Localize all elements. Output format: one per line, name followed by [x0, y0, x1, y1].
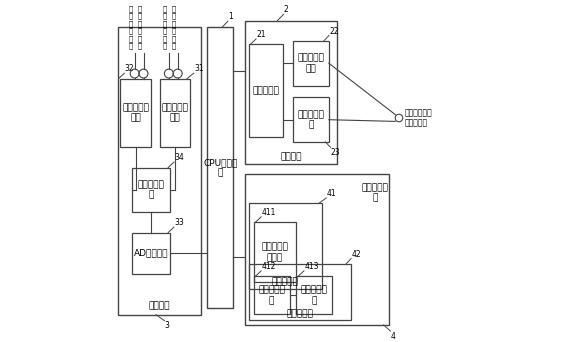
Text: 网: 网: [137, 43, 142, 50]
Text: 两级电子钳
位门钩: 两级电子钳 位门钩: [261, 242, 288, 262]
Text: 器: 器: [128, 20, 133, 27]
Text: 413: 413: [304, 262, 319, 271]
Text: 压: 压: [128, 13, 133, 19]
Text: 42: 42: [351, 250, 361, 259]
Text: 网: 网: [162, 43, 167, 50]
Text: 统控制设备: 统控制设备: [405, 119, 428, 128]
Text: 充: 充: [171, 5, 176, 12]
Text: 23: 23: [331, 148, 341, 157]
Text: 411: 411: [261, 208, 276, 217]
Text: 电: 电: [162, 35, 167, 42]
Text: 33: 33: [174, 218, 184, 227]
Text: 通信模块: 通信模块: [280, 152, 302, 161]
Text: 22: 22: [329, 27, 339, 36]
Text: 光纤通信子
模块: 光纤通信子 模块: [297, 54, 324, 73]
Text: 遥控通信模
块: 遥控通信模 块: [361, 183, 388, 202]
Text: 1: 1: [228, 12, 233, 21]
Text: 第二滤波电
路: 第二滤波电 路: [258, 286, 285, 305]
Text: 桩: 桩: [137, 20, 142, 27]
Text: 电: 电: [171, 35, 176, 42]
Text: 器: 器: [162, 20, 167, 27]
Text: 两组电压互
感器: 两组电压互 感器: [122, 103, 149, 122]
Text: 侧: 侧: [128, 28, 133, 35]
Text: 2: 2: [284, 5, 289, 14]
Text: 电: 电: [137, 13, 142, 19]
Text: 4: 4: [391, 332, 396, 341]
Text: 变: 变: [128, 5, 133, 12]
Text: 32: 32: [125, 64, 134, 73]
Text: 变: 变: [162, 5, 167, 12]
Text: 侧: 侧: [162, 28, 167, 35]
Text: 电: 电: [171, 13, 176, 19]
Text: 外部充电桩系: 外部充电桩系: [405, 108, 432, 117]
Text: 充: 充: [137, 5, 142, 12]
Text: 电: 电: [128, 35, 133, 42]
Text: 21: 21: [256, 30, 266, 39]
Text: 遥控子模块: 遥控子模块: [272, 277, 299, 286]
Text: 34: 34: [174, 153, 184, 162]
Text: 侧: 侧: [171, 28, 176, 35]
Text: 以太网芯片: 以太网芯片: [252, 86, 279, 95]
Text: 网: 网: [128, 43, 133, 50]
Text: 3: 3: [165, 321, 170, 330]
Text: 侧: 侧: [137, 28, 142, 35]
Text: 以太网子模
块: 以太网子模 块: [297, 110, 324, 129]
Text: 第一滤波电
路: 第一滤波电 路: [138, 180, 165, 199]
Text: CPU主控模
块: CPU主控模 块: [203, 158, 237, 177]
Text: 网: 网: [171, 43, 176, 50]
Text: 桩: 桩: [171, 20, 176, 27]
Text: 412: 412: [261, 262, 276, 271]
Text: 压: 压: [162, 13, 167, 19]
Text: 遥测模块: 遥测模块: [149, 302, 170, 311]
Text: 41: 41: [327, 189, 336, 198]
Text: AD转换芯片: AD转换芯片: [134, 249, 168, 258]
Text: 两组电流互
感器: 两组电流互 感器: [161, 103, 188, 122]
Text: 电: 电: [137, 35, 142, 42]
Text: 通信子模块: 通信子模块: [287, 310, 313, 319]
Text: 光电隔离电
路: 光电隔离电 路: [301, 286, 328, 305]
Text: 31: 31: [194, 64, 204, 73]
